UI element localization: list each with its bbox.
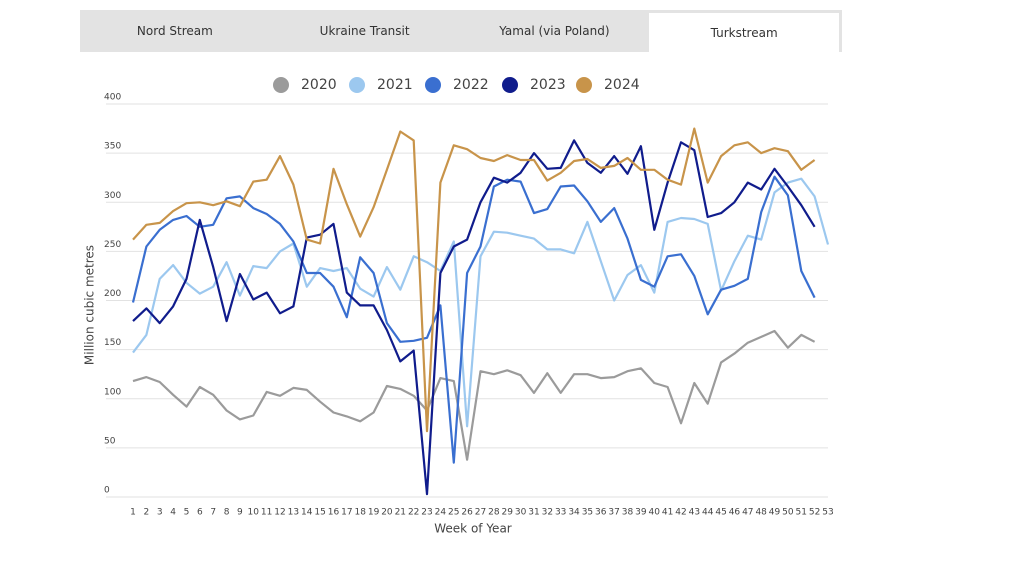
series-line (132, 329, 816, 461)
x-tick-label: 1 (130, 508, 136, 518)
x-tick-label: 44 (702, 508, 714, 518)
legend-label: 2021 (377, 77, 413, 93)
x-tick-label: 50 (782, 508, 794, 518)
x-tick-label: 16 (328, 508, 340, 518)
x-tick-label: 18 (354, 508, 366, 518)
x-tick-label: 47 (742, 508, 753, 518)
tab[interactable]: Yamal (via Poland) (499, 24, 610, 38)
x-tick-label: 24 (435, 508, 447, 518)
x-tick-label: 40 (649, 508, 661, 518)
x-tick-label: 9 (237, 508, 243, 518)
x-tick-label: 49 (769, 508, 781, 518)
legend-marker (502, 77, 518, 93)
x-tick-label: 46 (729, 508, 741, 518)
series-line (132, 139, 816, 496)
x-tick-label: 32 (542, 508, 553, 518)
x-tick-label: 45 (715, 508, 726, 518)
x-tick-label: 48 (755, 508, 767, 518)
y-tick-label: 50 (104, 436, 116, 446)
y-tick-label: 350 (104, 142, 121, 152)
x-tick-label: 28 (488, 508, 500, 518)
x-tick-label: 4 (170, 508, 176, 518)
y-tick-label: 150 (104, 338, 121, 348)
x-tick-label: 11 (261, 508, 272, 518)
x-axis-label: Week of Year (434, 522, 512, 536)
x-tick-label: 13 (288, 508, 299, 518)
x-tick-label: 31 (528, 508, 539, 518)
series-line (132, 177, 830, 428)
x-tick-label: 15 (314, 508, 325, 518)
x-tick-label: 38 (622, 508, 634, 518)
x-tick-label: 51 (796, 508, 807, 518)
x-tick-label: 35 (582, 508, 593, 518)
x-tick-label: 26 (461, 508, 473, 518)
x-tick-label: 33 (555, 508, 566, 518)
x-tick-label: 22 (408, 508, 419, 518)
x-tick-label: 52 (809, 508, 820, 518)
x-tick-label: 36 (595, 508, 607, 518)
x-tick-label: 34 (568, 508, 580, 518)
x-tick-label: 17 (341, 508, 352, 518)
legend-marker (576, 77, 592, 93)
x-tick-label: 8 (224, 508, 230, 518)
x-tick-label: 10 (248, 508, 260, 518)
x-tick-label: 5 (184, 508, 190, 518)
x-tick-label: 27 (475, 508, 486, 518)
tab[interactable]: Turkstream (649, 13, 839, 52)
legend-label: 2024 (604, 77, 640, 93)
y-tick-label: 100 (104, 387, 121, 397)
x-tick-label: 7 (210, 508, 216, 518)
series-line (131, 175, 816, 464)
x-tick-label: 53 (822, 508, 833, 518)
tab[interactable]: Ukraine Transit (319, 24, 410, 38)
legend-marker (425, 77, 441, 93)
series-line (132, 127, 816, 433)
x-tick-label: 20 (381, 508, 393, 518)
legend-label: 2020 (301, 77, 337, 93)
y-tick-label: 400 (104, 93, 121, 103)
y-tick-label: 0 (104, 486, 110, 496)
legend-marker (349, 77, 365, 93)
y-tick-label: 250 (104, 240, 121, 250)
x-tick-label: 3 (157, 508, 163, 518)
y-tick-label: 200 (104, 289, 121, 299)
legend-marker (273, 77, 289, 93)
tab-bar: Nord Stream Ukraine Transit Yamal (via Pol… (80, 10, 842, 52)
x-tick-label: 12 (274, 508, 285, 518)
x-tick-label: 30 (515, 508, 527, 518)
y-axis-label: Million cubic metres (83, 245, 97, 365)
legend-label: 2023 (530, 77, 566, 93)
tab[interactable]: Nord Stream (136, 24, 213, 38)
x-tick-label: 39 (635, 508, 647, 518)
x-tick-label: 29 (502, 508, 514, 518)
x-tick-label: 37 (608, 508, 619, 518)
x-tick-label: 43 (689, 508, 700, 518)
x-tick-label: 19 (368, 508, 380, 518)
x-tick-label: 23 (421, 508, 432, 518)
x-tick-label: 42 (675, 508, 686, 518)
x-tick-label: 41 (662, 508, 673, 518)
x-tick-label: 2 (143, 508, 149, 518)
y-tick-label: 300 (104, 191, 121, 201)
legend-label: 2022 (453, 77, 489, 93)
x-tick-label: 14 (301, 508, 313, 518)
x-tick-label: 21 (395, 508, 406, 518)
x-tick-label: 25 (448, 508, 459, 518)
x-tick-label: 6 (197, 508, 203, 518)
